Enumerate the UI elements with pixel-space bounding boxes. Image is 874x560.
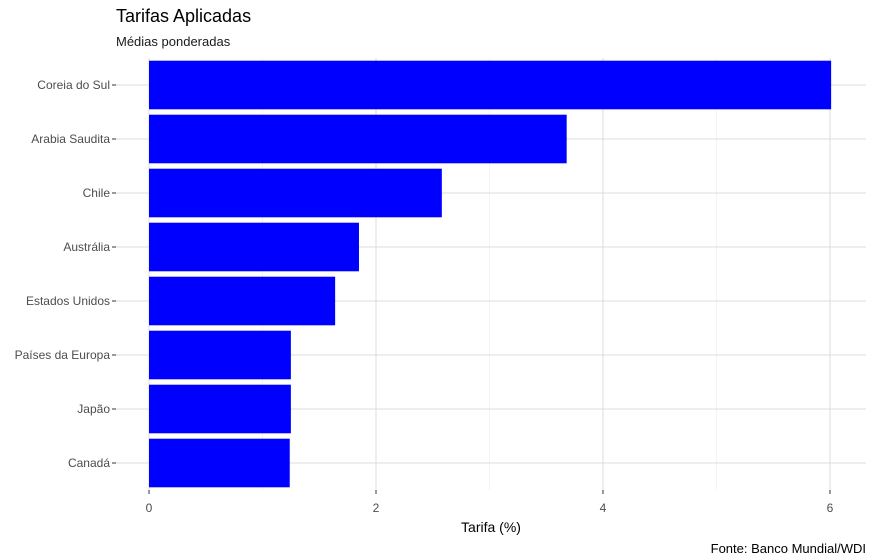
chart-title: Tarifas Aplicadas <box>116 6 252 26</box>
y-tick-label: Chile <box>83 186 111 200</box>
bar <box>149 114 567 164</box>
bars <box>149 60 832 488</box>
y-tick-label: Países da Europa <box>15 348 111 362</box>
chart-subtitle: Médias ponderadas <box>116 34 231 49</box>
y-tick-label: Austrália <box>63 240 110 254</box>
bar <box>149 384 291 434</box>
bar <box>149 168 442 218</box>
y-axis: Coreia do Sul Arabia Saudita Chile Austráli… <box>15 78 116 470</box>
y-tick-label: Japão <box>77 402 110 416</box>
y-tick-label: Estados Unidos <box>26 294 110 308</box>
chart-caption: Fonte: Banco Mundial/WDI <box>710 541 866 556</box>
y-tick-label: Coreia do Sul <box>37 78 110 92</box>
x-tick-label: 0 <box>146 501 153 515</box>
bar <box>149 60 832 110</box>
y-tick-label: Arabia Saudita <box>31 132 110 146</box>
bar <box>149 276 336 326</box>
bar <box>149 330 291 380</box>
x-tick-label: 4 <box>600 501 607 515</box>
x-axis-title: Tarifa (%) <box>461 519 521 535</box>
x-tick-label: 2 <box>373 501 380 515</box>
x-axis: 0 2 4 6 <box>146 490 834 515</box>
x-tick-label: 6 <box>827 501 834 515</box>
y-tick-label: Canadá <box>68 456 110 470</box>
bar <box>149 438 290 488</box>
bar <box>149 222 359 272</box>
